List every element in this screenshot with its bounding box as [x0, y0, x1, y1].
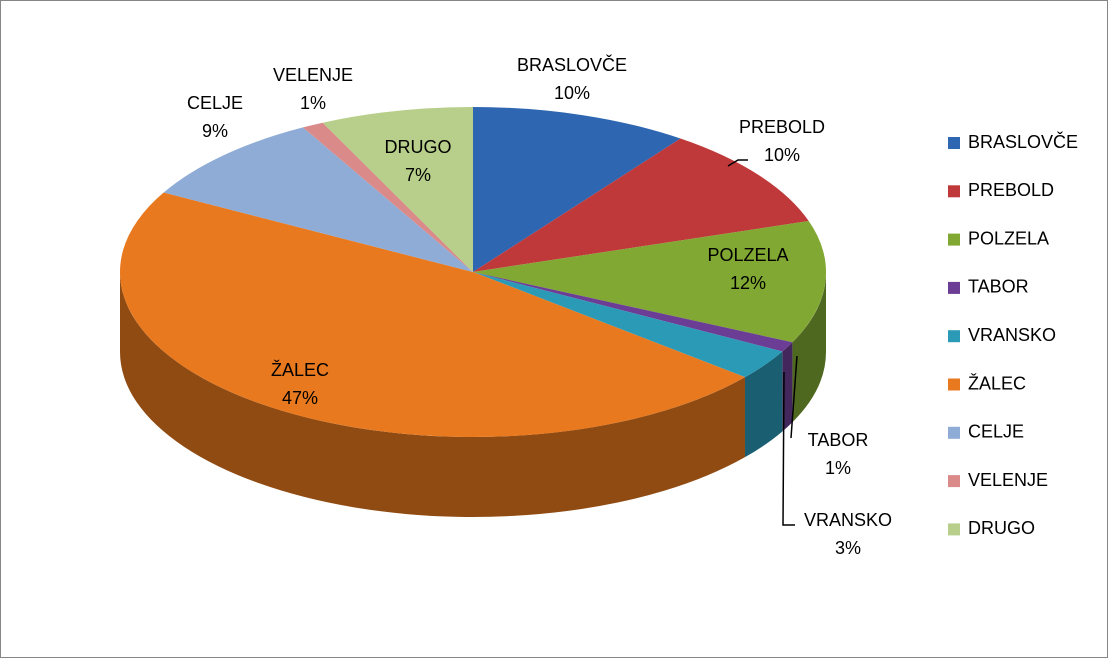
leader-line [782, 371, 795, 526]
legend-label: VRANSKO [968, 325, 1056, 345]
legend-label: VELENJE [968, 470, 1048, 490]
slice-side [782, 342, 793, 432]
data-label-name: DRUGO [385, 137, 452, 157]
data-label-value: 10% [554, 83, 590, 103]
legend-swatch [948, 185, 960, 198]
slice [473, 138, 809, 272]
data-label-value: 3% [835, 538, 861, 558]
legend-label: PREBOLD [968, 180, 1054, 200]
legend-label: BRASLOVČE [968, 131, 1078, 152]
data-label-name: BRASLOVČE [517, 54, 627, 75]
slice [473, 107, 681, 272]
data-label-value: 9% [202, 121, 228, 141]
data-label-name: TABOR [808, 430, 869, 450]
slice [473, 272, 783, 378]
data-label-name: VELENJE [273, 65, 353, 85]
legend-swatch [948, 233, 960, 246]
legend-swatch [948, 378, 960, 391]
data-label-value: 12% [730, 273, 766, 293]
legend-label: DRUGO [968, 518, 1035, 538]
legend-label: CELJE [968, 422, 1024, 442]
data-label-value: 10% [764, 145, 800, 165]
data-labels: BRASLOVČE 10% PREBOLD 10% POLZELA 12% TABOR 1% V… [187, 54, 892, 558]
data-label-value: 47% [282, 388, 318, 408]
slice [473, 221, 826, 343]
data-label-name: CELJE [187, 93, 243, 113]
slice [473, 272, 793, 352]
legend-label: ŽALEC [968, 373, 1026, 393]
legend-label: POLZELA [968, 228, 1049, 248]
data-label-value: 7% [405, 165, 431, 185]
legend: BRASLOVČE PREBOLD POLZELA TABOR VRANSKO ŽALEC… [948, 131, 1078, 538]
slice [322, 107, 473, 272]
slice [163, 127, 473, 273]
data-label-value: 1% [825, 458, 851, 478]
data-label-name: PREBOLD [739, 117, 825, 137]
pie-tops [120, 107, 826, 437]
data-label-value: 1% [300, 93, 326, 113]
slice [302, 122, 473, 272]
leader-line [790, 355, 798, 439]
legend-swatch [948, 426, 960, 439]
legend-swatch [948, 281, 960, 294]
data-label-name: VRANSKO [804, 510, 892, 530]
pie-sides [120, 272, 826, 517]
slice-side [792, 272, 826, 423]
data-label-name: POLZELA [707, 245, 788, 265]
slice-side [744, 351, 783, 458]
legend-swatch [948, 330, 960, 343]
legend-swatch [948, 137, 960, 149]
legend-swatch [948, 475, 960, 488]
data-label-name: ŽALEC [271, 360, 329, 380]
slice-side [120, 272, 745, 517]
legend-swatch [948, 523, 960, 536]
legend-label: TABOR [968, 277, 1029, 297]
slice [120, 192, 745, 437]
leader-line [727, 159, 748, 167]
